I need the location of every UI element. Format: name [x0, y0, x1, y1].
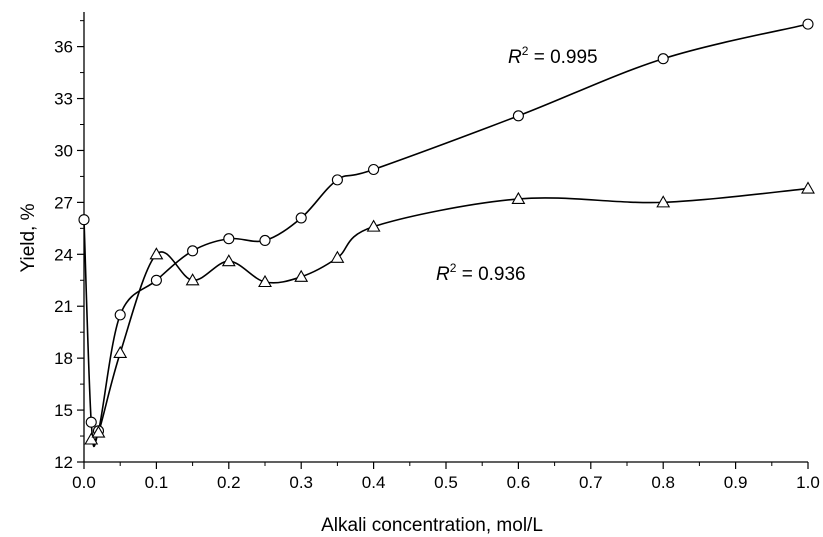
- triangle-point: [366, 219, 381, 232]
- y-tick-label: 27: [54, 193, 73, 212]
- triangle-point: [294, 269, 309, 282]
- y-tick-label: 21: [54, 297, 73, 316]
- x-tick-label: 0.7: [579, 473, 603, 492]
- r2-value: = 0.936: [456, 264, 525, 285]
- triangle-point: [149, 247, 164, 260]
- y-axis-title: Yield, %: [18, 203, 39, 272]
- y-tick-label: 33: [54, 90, 73, 109]
- fit-curves: [83, 23, 809, 448]
- triangle-point: [330, 250, 345, 263]
- fit-curve-circle: [83, 23, 809, 448]
- y-axis: 12 15 18 21 24 27 30 33 36: [54, 12, 85, 472]
- x-tick-label: 1.0: [796, 473, 820, 492]
- r2-value: = 0.995: [528, 47, 597, 68]
- x-tick-label: 0.2: [217, 473, 241, 492]
- x-axis-title: Alkali concentration, mol/L: [321, 515, 543, 536]
- x-tick-label: 0.8: [651, 473, 675, 492]
- triangle-point: [84, 432, 99, 445]
- fit-label-circle-series: R2 = 0.995: [508, 44, 598, 68]
- y-tick-label: 12: [54, 453, 73, 472]
- x-tick-label: 0.3: [289, 473, 313, 492]
- r2-symbol: R: [436, 264, 450, 285]
- circle-point: [657, 53, 669, 65]
- circle-point: [223, 233, 235, 245]
- x-tick-label: 0.0: [72, 473, 96, 492]
- x-tick-label: 0.9: [724, 473, 748, 492]
- y-tick-label: 36: [54, 38, 73, 57]
- circle-point: [85, 416, 97, 428]
- triangle-point: [91, 425, 106, 438]
- x-tick-label: 0.1: [145, 473, 169, 492]
- triangle-point: [801, 181, 815, 194]
- circle-point: [259, 234, 271, 247]
- circle-point: [802, 18, 814, 30]
- y-tick-label: 18: [54, 349, 73, 368]
- triangle-point: [185, 273, 200, 286]
- circle-point: [114, 309, 126, 321]
- triangle-point: [221, 254, 236, 267]
- circle-point: [187, 245, 199, 257]
- fit-curve-triangle: [90, 187, 809, 442]
- r2-symbol: R: [508, 47, 522, 68]
- y-tick-label: 15: [54, 401, 73, 420]
- circle-point: [331, 174, 343, 186]
- x-tick-label: 0.6: [507, 473, 531, 492]
- y-tick-label: 24: [54, 245, 73, 264]
- r2-exponent: 2: [522, 44, 529, 58]
- circle-point: [78, 214, 90, 226]
- r2-exponent: 2: [450, 261, 457, 275]
- triangle-point: [511, 191, 526, 204]
- x-tick-label: 0.5: [434, 473, 458, 492]
- circle-point: [150, 274, 162, 286]
- fit-label-triangle-series: R2 = 0.936: [436, 261, 526, 285]
- x-tick-label: 0.4: [362, 473, 386, 492]
- triangle-point: [656, 195, 671, 208]
- x-axis: 0.0 0.1 0.2 0.3 0.4 0.5 0.6 0.7 0.8 0.9 1.0: [72, 461, 820, 492]
- y-tick-label: 30: [54, 141, 73, 160]
- circle-point: [368, 163, 380, 176]
- circle-point: [295, 212, 307, 224]
- triangle-point: [258, 274, 272, 288]
- triangle-point: [113, 345, 128, 359]
- data-markers: [78, 18, 815, 445]
- circle-point: [512, 110, 524, 122]
